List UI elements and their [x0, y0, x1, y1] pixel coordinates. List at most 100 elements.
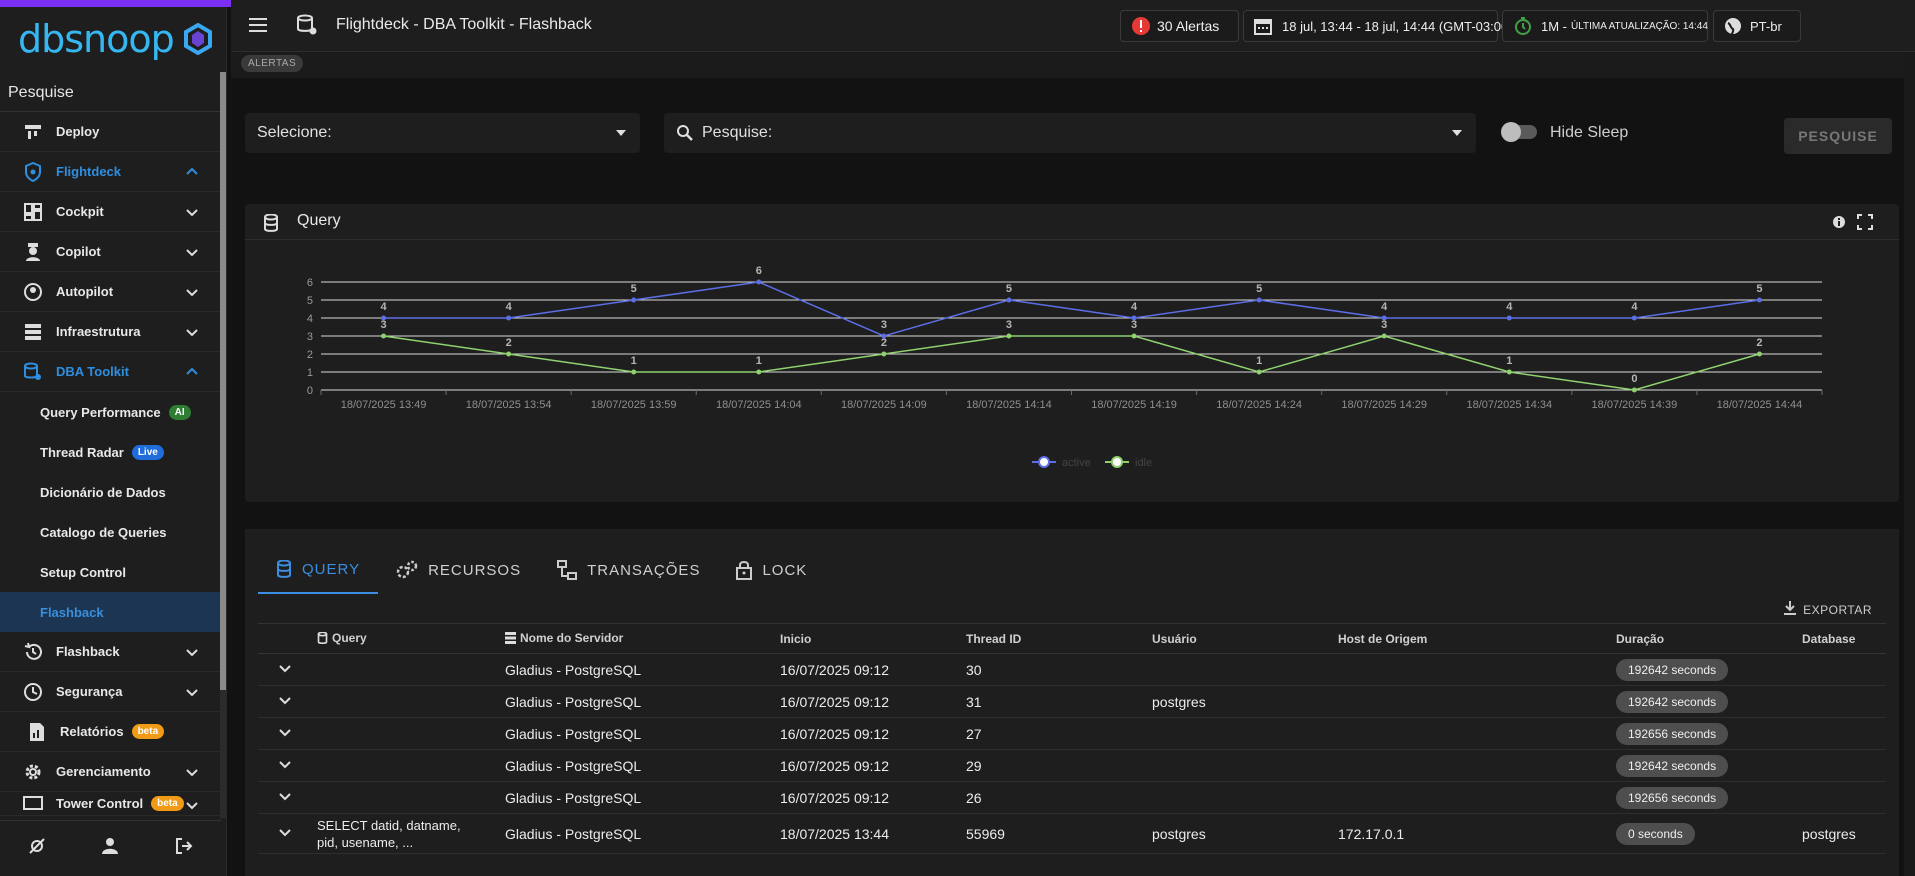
- sidebar-item-flightdeck[interactable]: Flightdeck: [0, 152, 221, 192]
- x-tick-label: 18/07/2025 14:44: [1717, 399, 1803, 411]
- data-label-idle: 2: [1756, 337, 1762, 349]
- tab-recursos[interactable]: RECURSOS: [378, 546, 539, 594]
- expand-row-button[interactable]: [258, 685, 317, 718]
- refresh-chip[interactable]: 1M - ÚLTIMA ATUALIZAÇÃO: 14:44: [1502, 10, 1708, 42]
- expand-row-button[interactable]: [258, 717, 317, 750]
- server-select[interactable]: Selecione:: [245, 113, 640, 153]
- live-badge: Live: [131, 444, 164, 460]
- x-tick-label: 18/07/2025 14:04: [716, 399, 802, 411]
- cell-db: postgres: [1802, 813, 1886, 854]
- sidebar-item-copilot[interactable]: Copilot: [0, 232, 221, 272]
- table-row[interactable]: Gladius - PostgreSQL 16/07/2025 09:12 31 po…: [258, 685, 1886, 718]
- sidebar-item-relatorios[interactable]: Relatórios beta: [0, 712, 221, 752]
- date-range-text: 18 jul, 13:44 - 18 jul, 14:44 (GMT-03:00…: [1282, 18, 1513, 34]
- sidebar-scrollbar-thumb[interactable]: [220, 72, 226, 690]
- series-line-active: [383, 281, 1760, 337]
- sidebar-subitem-query-performance[interactable]: Query Performance AI: [0, 392, 221, 432]
- language-chip[interactable]: PT-br: [1713, 10, 1801, 42]
- data-label-idle: 2: [881, 337, 887, 349]
- series-line-idle: [383, 335, 1760, 391]
- date-range-chip[interactable]: 18 jul, 13:44 - 18 jul, 14:44 (GMT-03:00…: [1243, 10, 1513, 42]
- sidebar-subitem-catalogo[interactable]: Catalogo de Queries: [0, 512, 221, 552]
- column-header-thread-id[interactable]: Thread ID: [966, 623, 1152, 654]
- language-label: PT-br: [1750, 18, 1782, 34]
- y-tick-label: 6: [307, 277, 313, 289]
- sidebar-item-tower-control[interactable]: Tower Control beta: [0, 792, 221, 816]
- expand-row-button[interactable]: [258, 653, 317, 686]
- fullscreen-icon[interactable]: [1857, 214, 1873, 235]
- server-rack-icon: [22, 321, 44, 343]
- column-header-duracao[interactable]: Duração: [1616, 623, 1802, 654]
- cell-host: [1338, 653, 1616, 686]
- column-header-query[interactable]: Query: [317, 623, 505, 654]
- table-body: Gladius - PostgreSQL 16/07/2025 09:12 30 19…: [258, 653, 1886, 854]
- sidebar-item-label: Segurança: [56, 684, 123, 699]
- user-icon[interactable]: [101, 837, 119, 860]
- hide-sleep-toggle[interactable]: [1501, 122, 1537, 142]
- chevron-down-icon: [186, 649, 198, 657]
- sidebar-scrollbar[interactable]: [220, 72, 226, 818]
- sidebar-subitem-setup-control[interactable]: Setup Control: [0, 552, 221, 592]
- logout-icon[interactable]: [175, 837, 193, 860]
- search-select[interactable]: Pesquise:: [664, 113, 1476, 153]
- alerts-tag[interactable]: ALERTAS: [241, 55, 304, 72]
- sidebar-item-dba-toolkit[interactable]: DBA Toolkit: [0, 352, 221, 392]
- sidebar-item-label: Cockpit: [56, 204, 104, 219]
- search-button[interactable]: PESQUISE: [1784, 118, 1892, 154]
- sidebar-item-seguranca[interactable]: Segurança: [0, 672, 221, 712]
- sidebar-item-autopilot[interactable]: Autopilot: [0, 272, 221, 312]
- cell-user: [1152, 717, 1338, 750]
- sidebar-search[interactable]: Pesquise: [0, 72, 221, 112]
- expand-row-button[interactable]: [258, 781, 317, 814]
- table-row[interactable]: SELECT datid, datname, pid, usename, ...…: [258, 813, 1886, 854]
- table-row[interactable]: Gladius - PostgreSQL 16/07/2025 09:12 30 19…: [258, 653, 1886, 686]
- data-point-idle: [631, 369, 637, 375]
- sidebar-item-infraestrutura[interactable]: Infraestrutura: [0, 312, 221, 352]
- cell-server: Gladius - PostgreSQL: [505, 685, 780, 718]
- theme-toggle-icon[interactable]: [28, 837, 46, 860]
- table-row[interactable]: Gladius - PostgreSQL 16/07/2025 09:12 26 19…: [258, 781, 1886, 814]
- expand-row-button[interactable]: [258, 813, 317, 854]
- tab-lock[interactable]: LOCK: [718, 546, 825, 594]
- brand-logo[interactable]: dbsnoop: [18, 14, 214, 64]
- legend-label-active: active: [1062, 457, 1091, 469]
- gears-icon: [396, 560, 418, 580]
- export-button[interactable]: EXPORTAR: [1783, 600, 1872, 619]
- info-icon[interactable]: [1832, 215, 1846, 234]
- column-header-usuario[interactable]: Usuário: [1152, 623, 1338, 654]
- data-point-active: [1131, 315, 1137, 321]
- cell-query: [317, 685, 505, 718]
- legend-marker-active: [1038, 456, 1050, 468]
- sidebar-item-cockpit[interactable]: Cockpit: [0, 192, 221, 232]
- sidebar-subitem-dicionario[interactable]: Dicionário de Dados: [0, 472, 221, 512]
- sidebar-item-deploy[interactable]: Deploy: [0, 112, 221, 152]
- tab-transacoes[interactable]: TRANSAÇÕES: [539, 546, 718, 594]
- column-header-inicio[interactable]: Inicio: [780, 623, 966, 654]
- sidebar-subitem-flashback[interactable]: Flashback: [0, 592, 221, 632]
- sidebar-item-label: Relatórios: [60, 724, 124, 739]
- expand-row-button[interactable]: [258, 749, 317, 782]
- expand-column-header: [258, 623, 317, 654]
- data-point-idle: [1631, 387, 1637, 393]
- column-header-host[interactable]: Host de Origem: [1338, 623, 1616, 654]
- alerts-chip[interactable]: 30 Alertas: [1120, 10, 1239, 42]
- chevron-down-icon: [278, 725, 292, 739]
- column-header-database[interactable]: Database: [1802, 623, 1886, 654]
- table-row[interactable]: Gladius - PostgreSQL 16/07/2025 09:12 27 19…: [258, 717, 1886, 750]
- download-icon: [1783, 600, 1797, 619]
- tab-query[interactable]: QUERY: [258, 546, 379, 594]
- line-chart: 0 1 2 3 4 5 6 18/07/2025 13:49 18/07/2025 13:54 1…: [307, 265, 1823, 469]
- main-scrollbar[interactable]: [1904, 52, 1915, 876]
- cell-server: Gladius - PostgreSQL: [505, 813, 780, 854]
- cell-thread: 29: [966, 749, 1152, 782]
- sidebar-item-gerenciamento[interactable]: Gerenciamento: [0, 752, 221, 792]
- menu-icon[interactable]: [249, 16, 269, 39]
- column-header-server[interactable]: Nome do Servidor: [505, 623, 780, 654]
- data-point-idle: [1506, 369, 1512, 375]
- sidebar-item-flashback[interactable]: Flashback: [0, 632, 221, 672]
- data-point-idle: [381, 333, 387, 339]
- table-row[interactable]: Gladius - PostgreSQL 16/07/2025 09:12 29 19…: [258, 749, 1886, 782]
- duration-badge: 192642 seconds: [1616, 658, 1729, 681]
- sidebar-subitem-thread-radar[interactable]: Thread Radar Live: [0, 432, 221, 472]
- y-tick-label: 3: [307, 331, 313, 343]
